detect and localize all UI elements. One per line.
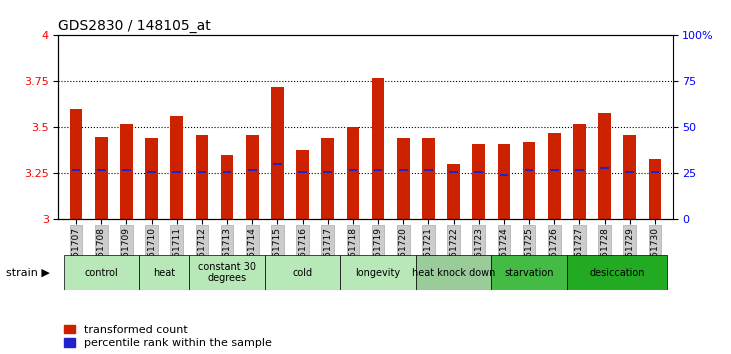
Text: strain ▶: strain ▶ bbox=[6, 268, 50, 278]
Bar bbox=[523, 142, 535, 219]
Bar bbox=[223, 171, 232, 173]
FancyBboxPatch shape bbox=[491, 255, 567, 290]
Bar bbox=[346, 127, 359, 219]
Text: control: control bbox=[84, 268, 118, 278]
Bar bbox=[374, 169, 382, 171]
Bar bbox=[424, 169, 433, 171]
Bar bbox=[69, 109, 83, 219]
Bar bbox=[170, 116, 183, 219]
Bar bbox=[173, 171, 181, 173]
Bar bbox=[120, 124, 133, 219]
FancyBboxPatch shape bbox=[567, 255, 667, 290]
Bar bbox=[72, 169, 80, 171]
Bar bbox=[248, 169, 257, 171]
Bar bbox=[499, 174, 508, 176]
Bar bbox=[625, 171, 635, 173]
Bar bbox=[648, 159, 662, 219]
Bar bbox=[575, 169, 584, 171]
Bar bbox=[525, 169, 534, 171]
FancyBboxPatch shape bbox=[341, 255, 416, 290]
FancyBboxPatch shape bbox=[265, 255, 341, 290]
Bar bbox=[449, 171, 458, 173]
Bar bbox=[122, 169, 131, 171]
Text: heat knock down: heat knock down bbox=[412, 268, 496, 278]
Legend: transformed count, percentile rank within the sample: transformed count, percentile rank withi… bbox=[64, 325, 272, 348]
Bar bbox=[147, 171, 156, 173]
Bar bbox=[573, 124, 586, 219]
Bar bbox=[196, 135, 208, 219]
Text: desiccation: desiccation bbox=[589, 268, 645, 278]
Bar bbox=[474, 171, 483, 173]
Bar bbox=[399, 169, 408, 171]
Text: longevity: longevity bbox=[355, 268, 401, 278]
FancyBboxPatch shape bbox=[139, 255, 189, 290]
Bar bbox=[323, 171, 332, 173]
Bar bbox=[472, 144, 485, 219]
Bar bbox=[397, 138, 409, 219]
Bar bbox=[624, 135, 636, 219]
Bar bbox=[447, 164, 460, 219]
Bar bbox=[96, 169, 106, 171]
Bar bbox=[246, 135, 259, 219]
Bar bbox=[550, 169, 558, 171]
FancyBboxPatch shape bbox=[416, 255, 491, 290]
Bar bbox=[145, 138, 158, 219]
Text: cold: cold bbox=[292, 268, 313, 278]
Text: starvation: starvation bbox=[504, 268, 554, 278]
Bar bbox=[221, 155, 233, 219]
Bar bbox=[95, 137, 107, 219]
Text: GDS2830 / 148105_at: GDS2830 / 148105_at bbox=[58, 19, 211, 33]
Bar bbox=[322, 138, 334, 219]
Bar bbox=[548, 133, 561, 219]
FancyBboxPatch shape bbox=[189, 255, 265, 290]
Bar bbox=[296, 149, 309, 219]
Bar bbox=[600, 167, 609, 169]
Text: constant 30
degrees: constant 30 degrees bbox=[198, 262, 256, 284]
Bar bbox=[197, 171, 206, 173]
Bar bbox=[349, 169, 357, 171]
FancyBboxPatch shape bbox=[64, 255, 139, 290]
Bar bbox=[651, 171, 659, 173]
Bar bbox=[372, 78, 385, 219]
Bar bbox=[298, 171, 307, 173]
Bar bbox=[271, 87, 284, 219]
Bar bbox=[598, 113, 611, 219]
Bar bbox=[422, 138, 435, 219]
Text: heat: heat bbox=[153, 268, 175, 278]
Bar bbox=[273, 163, 282, 165]
Bar bbox=[498, 144, 510, 219]
